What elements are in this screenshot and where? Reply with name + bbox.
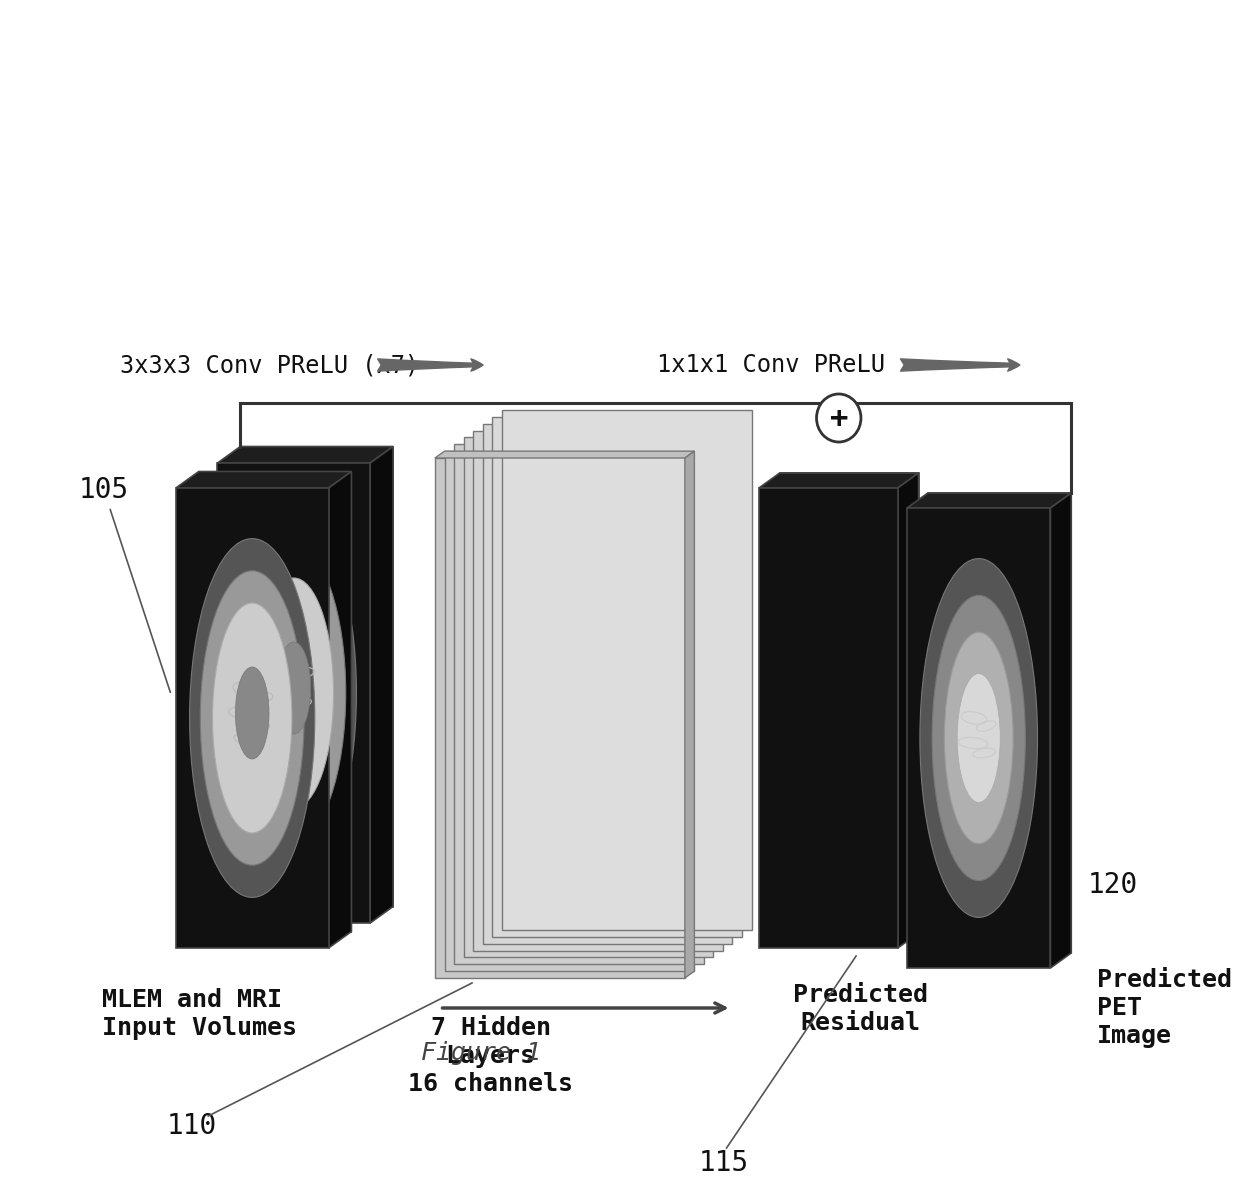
Text: 115: 115 [699, 1149, 749, 1176]
Text: 3x3x3 Conv PReLU (x7): 3x3x3 Conv PReLU (x7) [120, 353, 419, 377]
Ellipse shape [254, 577, 334, 807]
Polygon shape [217, 447, 393, 462]
Ellipse shape [212, 603, 291, 833]
Ellipse shape [957, 673, 1001, 803]
Polygon shape [176, 472, 351, 488]
Ellipse shape [932, 595, 1025, 881]
Ellipse shape [242, 546, 346, 840]
Polygon shape [492, 417, 742, 937]
Circle shape [816, 394, 861, 442]
Text: 7 Hidden
Layers
16 channels: 7 Hidden Layers 16 channels [408, 1016, 573, 1096]
Text: MLEM and MRI
Input Volumes: MLEM and MRI Input Volumes [102, 988, 296, 1040]
Text: Predicted
Residual: Predicted Residual [794, 984, 929, 1035]
Polygon shape [329, 472, 351, 948]
Polygon shape [454, 444, 704, 964]
Polygon shape [780, 473, 919, 933]
Ellipse shape [920, 558, 1038, 918]
Text: +: + [830, 404, 848, 432]
Polygon shape [474, 430, 723, 950]
Ellipse shape [277, 642, 311, 734]
Ellipse shape [190, 539, 315, 897]
Polygon shape [198, 472, 351, 932]
Polygon shape [435, 452, 694, 458]
Polygon shape [435, 458, 684, 978]
Polygon shape [482, 424, 733, 944]
Text: Predicted
PET
Image: Predicted PET Image [1096, 968, 1231, 1047]
Polygon shape [217, 462, 371, 922]
Polygon shape [759, 488, 898, 948]
Ellipse shape [201, 570, 304, 865]
Polygon shape [444, 452, 694, 972]
Polygon shape [684, 452, 694, 978]
Text: 1x1x1 Conv PReLU: 1x1x1 Conv PReLU [657, 353, 885, 377]
Text: 105: 105 [78, 476, 170, 692]
Ellipse shape [231, 514, 356, 872]
Text: Figure 1: Figure 1 [422, 1041, 542, 1065]
Ellipse shape [236, 667, 269, 760]
Polygon shape [906, 494, 1071, 508]
Polygon shape [464, 437, 713, 957]
Text: 120: 120 [1087, 871, 1138, 900]
Polygon shape [502, 410, 751, 930]
Polygon shape [241, 447, 393, 907]
Polygon shape [928, 494, 1071, 952]
Polygon shape [759, 473, 919, 488]
Polygon shape [898, 473, 919, 948]
Polygon shape [1050, 494, 1071, 968]
Polygon shape [371, 447, 393, 922]
Ellipse shape [945, 633, 1013, 843]
Polygon shape [176, 488, 329, 948]
Text: 110: 110 [166, 1112, 217, 1140]
Polygon shape [906, 508, 1050, 968]
